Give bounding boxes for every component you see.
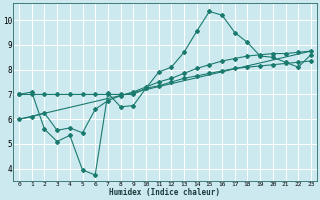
X-axis label: Humidex (Indice chaleur): Humidex (Indice chaleur) <box>109 188 220 197</box>
